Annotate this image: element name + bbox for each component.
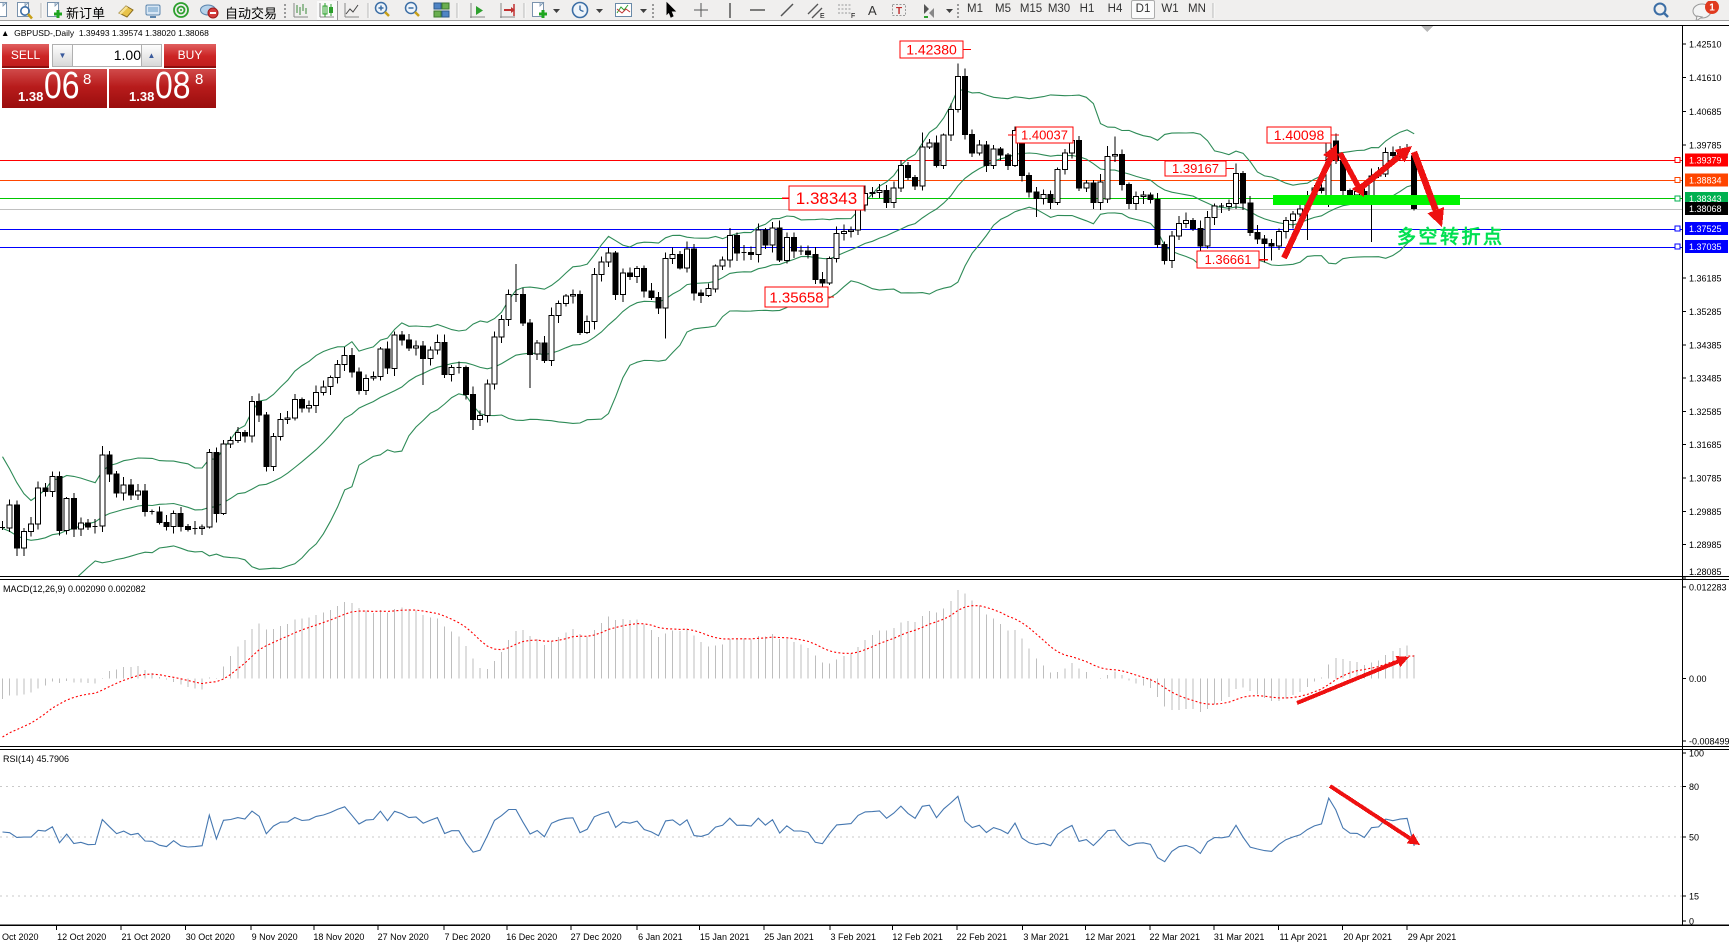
svg-text:1.37035: 1.37035 (1689, 242, 1722, 252)
svg-text:0.00: 0.00 (1689, 674, 1707, 684)
svg-text:12 Mar 2021: 12 Mar 2021 (1085, 932, 1136, 942)
svg-text:80: 80 (1689, 782, 1699, 792)
svg-text:MACD(12,26,9) 0.002090 0.00208: MACD(12,26,9) 0.002090 0.002082 (3, 584, 146, 594)
svg-text:1: 1 (1709, 3, 1715, 14)
svg-text:1.36661: 1.36661 (1205, 252, 1252, 267)
svg-text:29 Apr 2021: 29 Apr 2021 (1408, 932, 1457, 942)
svg-text:1.37525: 1.37525 (1689, 224, 1722, 234)
svg-text:20 Apr 2021: 20 Apr 2021 (1343, 932, 1392, 942)
svg-text:1.34385: 1.34385 (1689, 340, 1722, 350)
svg-text:27 Dec 2020: 27 Dec 2020 (571, 932, 622, 942)
svg-text:1.35285: 1.35285 (1689, 307, 1722, 317)
svg-text:E: E (820, 13, 825, 20)
svg-text:1.41610: 1.41610 (1689, 73, 1722, 83)
svg-text:27 Nov 2020: 27 Nov 2020 (378, 932, 429, 942)
svg-text:0: 0 (1689, 917, 1694, 927)
svg-text:22 Mar 2021: 22 Mar 2021 (1150, 932, 1201, 942)
svg-text:1.39785: 1.39785 (1689, 141, 1722, 151)
svg-text:1.40685: 1.40685 (1689, 107, 1722, 117)
svg-text:31 Mar 2021: 31 Mar 2021 (1214, 932, 1265, 942)
svg-text:12 Feb 2021: 12 Feb 2021 (892, 932, 943, 942)
svg-text:1.35658: 1.35658 (769, 289, 823, 306)
svg-text:1.42380: 1.42380 (906, 42, 957, 58)
svg-text:16 Dec 2020: 16 Dec 2020 (506, 932, 557, 942)
svg-text:7 Dec 2020: 7 Dec 2020 (444, 932, 490, 942)
svg-text:T: T (896, 6, 902, 17)
svg-text:1.28985: 1.28985 (1689, 540, 1722, 550)
svg-text:-0.008499: -0.008499 (1689, 737, 1729, 747)
svg-text:1.38834: 1.38834 (1689, 176, 1722, 186)
svg-text:1.29885: 1.29885 (1689, 507, 1722, 517)
svg-text:15 Jan 2021: 15 Jan 2021 (700, 932, 750, 942)
svg-text:1.28085: 1.28085 (1689, 567, 1722, 577)
svg-text:1.36185: 1.36185 (1689, 274, 1722, 284)
svg-text:15: 15 (1689, 891, 1699, 901)
svg-text:F: F (851, 13, 855, 20)
svg-text:21 Oct 2020: 21 Oct 2020 (121, 932, 170, 942)
svg-text:1.39167: 1.39167 (1172, 161, 1219, 176)
svg-text:11 Apr 2021: 11 Apr 2021 (1279, 932, 1327, 942)
svg-text:12 Oct 2020: 12 Oct 2020 (57, 932, 106, 942)
svg-text:1.39379: 1.39379 (1689, 156, 1722, 166)
svg-text:1.38068: 1.38068 (1689, 204, 1722, 214)
svg-text:1.30785: 1.30785 (1689, 474, 1722, 484)
svg-text:1.40098: 1.40098 (1274, 127, 1325, 143)
svg-text:1.40037: 1.40037 (1021, 128, 1068, 143)
svg-text:50: 50 (1689, 833, 1699, 843)
svg-text:1.38343: 1.38343 (796, 189, 857, 208)
svg-text:1.38343: 1.38343 (1689, 194, 1722, 204)
svg-text:3 Feb 2021: 3 Feb 2021 (831, 932, 877, 942)
svg-text:1.31685: 1.31685 (1689, 440, 1722, 450)
svg-text:1.32585: 1.32585 (1689, 407, 1722, 417)
svg-text:Oct 2020: Oct 2020 (2, 932, 39, 942)
svg-text:1.33485: 1.33485 (1689, 374, 1722, 384)
svg-text:6 Jan 2021: 6 Jan 2021 (638, 932, 683, 942)
svg-text:18 Nov 2020: 18 Nov 2020 (313, 932, 364, 942)
svg-text:30 Oct 2020: 30 Oct 2020 (186, 932, 235, 942)
svg-text:RSI(14) 45.7906: RSI(14) 45.7906 (3, 754, 69, 764)
svg-text:3 Mar 2021: 3 Mar 2021 (1023, 932, 1069, 942)
svg-text:多空转折点: 多空转折点 (1397, 225, 1505, 248)
svg-text:1.42510: 1.42510 (1689, 40, 1722, 50)
svg-text:0.012283: 0.012283 (1689, 583, 1727, 593)
svg-text:100: 100 (1689, 749, 1704, 759)
svg-text:22 Feb 2021: 22 Feb 2021 (957, 932, 1008, 942)
svg-text:9 Nov 2020: 9 Nov 2020 (252, 932, 298, 942)
svg-text:25 Jan 2021: 25 Jan 2021 (764, 932, 814, 942)
